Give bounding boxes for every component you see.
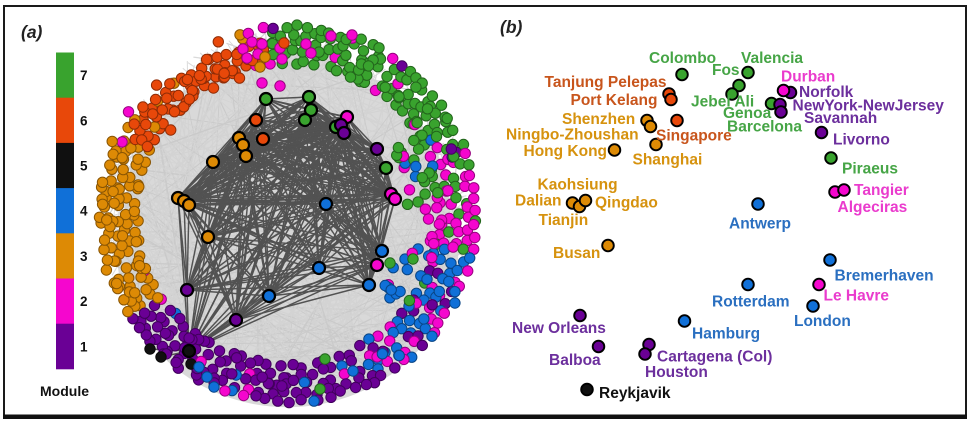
svg-text:Barcelona: Barcelona bbox=[727, 119, 802, 136]
svg-text:Rotterdam: Rotterdam bbox=[712, 294, 790, 311]
svg-text:Tianjin: Tianjin bbox=[539, 212, 589, 229]
svg-text:(a): (a) bbox=[21, 22, 43, 42]
svg-text:Qingdao: Qingdao bbox=[595, 195, 658, 212]
svg-text:Tanjung Pelepas: Tanjung Pelepas bbox=[545, 74, 667, 91]
svg-text:2: 2 bbox=[80, 294, 88, 309]
svg-text:Genoa: Genoa bbox=[723, 105, 772, 122]
svg-text:Savannah: Savannah bbox=[804, 110, 877, 127]
svg-text:Balboa: Balboa bbox=[549, 352, 601, 369]
svg-text:4: 4 bbox=[80, 204, 88, 219]
svg-text:Shanghai: Shanghai bbox=[633, 152, 703, 169]
svg-text:Bremerhaven: Bremerhaven bbox=[835, 268, 934, 285]
svg-text:Norfolk: Norfolk bbox=[799, 84, 854, 101]
svg-text:Piraeus: Piraeus bbox=[842, 161, 898, 178]
svg-text:Module: Module bbox=[40, 383, 89, 399]
svg-text:3: 3 bbox=[80, 249, 88, 264]
svg-text:Busan: Busan bbox=[553, 245, 600, 262]
svg-text:Durban: Durban bbox=[781, 69, 835, 86]
svg-text:Cartagena (Col): Cartagena (Col) bbox=[657, 349, 772, 366]
svg-text:Algeciras: Algeciras bbox=[838, 199, 908, 216]
svg-text:1: 1 bbox=[80, 339, 88, 354]
svg-text:Hamburg: Hamburg bbox=[692, 326, 760, 343]
svg-text:(b): (b) bbox=[500, 17, 523, 37]
svg-text:Hong Kong: Hong Kong bbox=[524, 143, 608, 160]
svg-text:Antwerp: Antwerp bbox=[729, 216, 791, 233]
svg-text:Tangier: Tangier bbox=[854, 182, 909, 199]
svg-text:Valencia: Valencia bbox=[741, 50, 803, 67]
svg-text:Colombo: Colombo bbox=[649, 50, 716, 67]
svg-text:5: 5 bbox=[80, 159, 88, 174]
svg-text:London: London bbox=[794, 313, 851, 330]
svg-text:Port Kelang: Port Kelang bbox=[571, 92, 658, 109]
svg-text:6: 6 bbox=[80, 113, 88, 128]
svg-text:Kaohsiung: Kaohsiung bbox=[538, 177, 618, 194]
svg-text:Jebel Ali: Jebel Ali bbox=[691, 94, 754, 111]
svg-text:Livorno: Livorno bbox=[833, 132, 890, 149]
svg-text:Fos: Fos bbox=[712, 62, 740, 79]
svg-text:Le Havre: Le Havre bbox=[824, 288, 890, 305]
svg-text:Reykjavik: Reykjavik bbox=[599, 385, 671, 402]
svg-text:Dalian: Dalian bbox=[515, 193, 562, 210]
svg-text:Shenzhen: Shenzhen bbox=[562, 111, 635, 128]
svg-text:NewYork-NewJersey: NewYork-NewJersey bbox=[793, 98, 945, 115]
svg-text:7: 7 bbox=[80, 68, 88, 83]
svg-text:Ningbo-Zhoushan: Ningbo-Zhoushan bbox=[506, 127, 639, 144]
svg-text:Singapore: Singapore bbox=[656, 128, 732, 145]
svg-text:Houston: Houston bbox=[645, 364, 708, 381]
svg-text:New Orleans: New Orleans bbox=[512, 320, 606, 337]
